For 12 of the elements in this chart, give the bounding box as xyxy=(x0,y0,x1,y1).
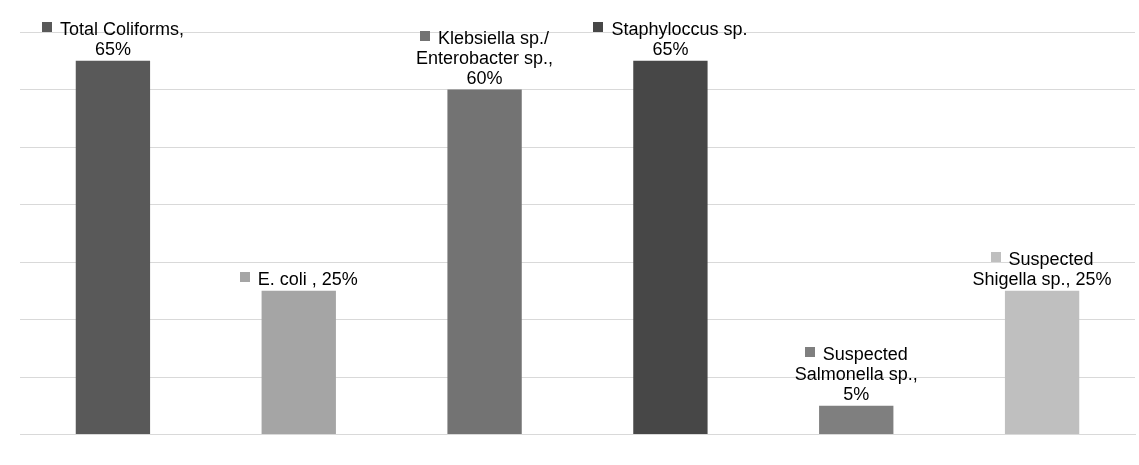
data-label: Klebsiella sp./ Enterobacter sp., 60% xyxy=(416,27,554,88)
bar xyxy=(1004,290,1080,435)
data-label: Suspected Shigella sp., 25% xyxy=(972,248,1112,289)
data-label: Suspected Salmonella sp., 5% xyxy=(794,343,918,404)
bar xyxy=(819,405,894,435)
data-label: Staphyloccus sp. 65% xyxy=(611,18,748,59)
bar xyxy=(261,290,336,435)
bar xyxy=(75,60,151,435)
data-label: Total Coliforms, 65% xyxy=(59,18,184,59)
bar xyxy=(447,89,522,435)
data-label: E. coli , 25% xyxy=(257,268,358,289)
bar xyxy=(633,60,708,435)
